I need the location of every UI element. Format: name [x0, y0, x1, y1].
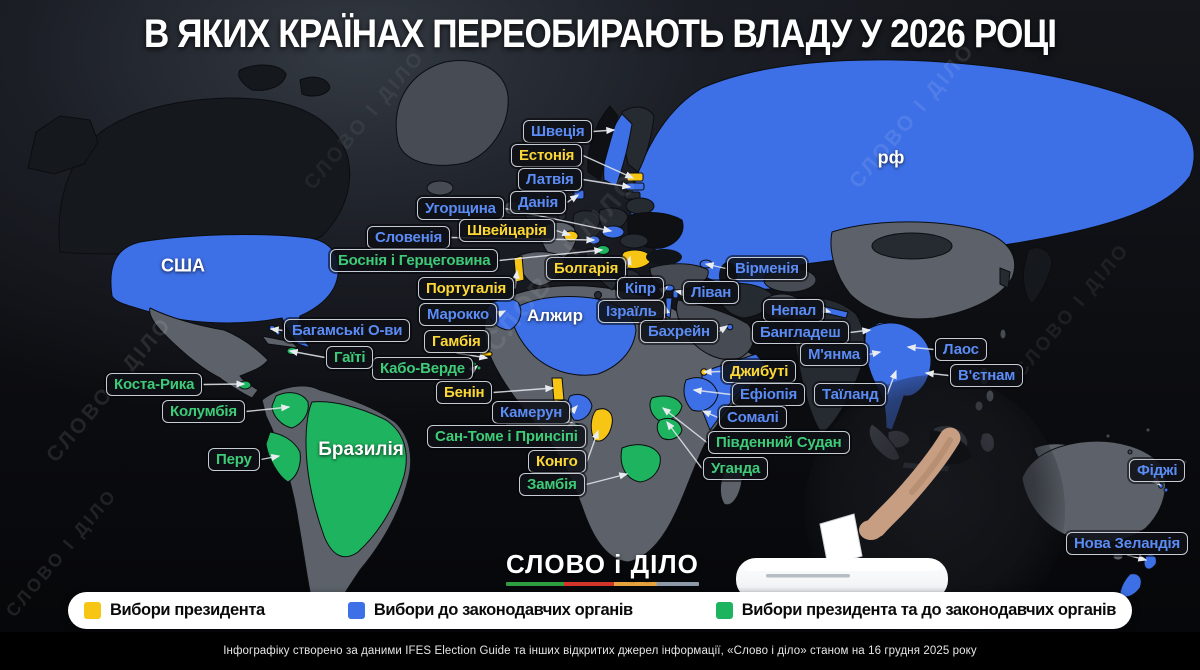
ballot-slot	[766, 574, 850, 578]
country-label-ethiopia: Ефіопія	[732, 383, 806, 406]
country-label-portugal: Португалія	[418, 277, 515, 300]
black-sea	[646, 249, 682, 265]
country-label-lebanon: Ліван	[683, 281, 740, 304]
legend-bar: Вибори президента Вибори до законодавчих…	[68, 592, 1132, 629]
footer-bar: Інфографіку створено за даними IFES Elec…	[0, 632, 1200, 670]
footer-text: Інфографіку створено за даними IFES Elec…	[223, 645, 977, 657]
arm-shade	[909, 437, 953, 495]
country-shape-japan	[1023, 247, 1053, 305]
country-label-cyprus: Кіпр	[617, 277, 664, 300]
country-label-costarica: Коста-Рика	[106, 373, 203, 396]
country-label-morocco: Марокко	[419, 303, 497, 326]
country-label-benin: Бенін	[436, 381, 493, 404]
country-shape-iceland	[426, 180, 454, 196]
country-shape-korea	[999, 267, 1011, 289]
country-shape-brazil	[305, 401, 407, 558]
page-title: В ЯКИХ КРАЇНАХ ПЕРЕОБИРАЮТЬ ВЛАДУ У 2026…	[143, 12, 1057, 56]
country-label-colombia: Колумбія	[162, 400, 245, 423]
country-label-zambia: Замбія	[519, 473, 585, 496]
country-label-bahamas: Багамські О-ви	[284, 319, 411, 342]
country-label-newzealand: Нова Зеландія	[1066, 532, 1189, 555]
country-shape-romania	[619, 233, 649, 249]
legend-swatch-green	[715, 602, 733, 619]
legend-label: Вибори президента та до законодавчих орг…	[741, 601, 1117, 619]
country-label-bosnia: Боснія і Герцеговина	[330, 249, 499, 272]
country-label-congo: Конго	[528, 450, 586, 473]
country-label-somalia: Сомалі	[719, 406, 787, 429]
country-shape-greenland	[395, 60, 509, 166]
legend-label: Вибори президента	[110, 601, 265, 619]
country-shape-usa	[110, 234, 339, 349]
country-label-switzerland: Швейцарія	[459, 219, 555, 242]
legend-item-legislative: Вибори до законодавчих органів	[347, 601, 633, 620]
country-label-slovenia: Словенія	[367, 226, 451, 249]
country-label-myanmar: М'янма	[800, 343, 868, 366]
country-label-capeverde: Кабо-Верде	[372, 357, 473, 380]
legend-item-president: Вибори президента	[84, 601, 265, 620]
country-label-armenia: Вірменія	[727, 257, 807, 280]
country-label-bulgaria: Болгарія	[546, 257, 627, 280]
country-label-laos: Лаос	[935, 338, 987, 361]
country-label-haiti: Гаїті	[326, 346, 374, 369]
ballot-box-highlight	[744, 561, 940, 571]
logo-underline	[506, 582, 699, 586]
legend-swatch-yellow	[84, 602, 101, 619]
country-label-bangladesh: Бангладеш	[752, 321, 849, 344]
hand	[859, 520, 883, 540]
legend-label: Вибори до законодавчих органів	[373, 601, 633, 619]
country-label-nepal: Непал	[763, 299, 825, 322]
country-shape-peru	[265, 431, 301, 483]
ballot-paper	[819, 513, 863, 567]
country-label-estonia: Естонія	[511, 144, 583, 167]
country-label-cameroon: Камерун	[492, 401, 571, 424]
country-label-uganda: Уганда	[703, 457, 769, 480]
country-label-southsudan: Південний Судан	[708, 431, 850, 454]
country-label-denmark: Данія	[510, 191, 567, 214]
country-label-vietnam: В'єтнам	[950, 364, 1024, 387]
map-inline-label-rf: рф	[877, 147, 905, 168]
country-label-gambia: Гамбія	[424, 330, 489, 353]
slovoidilo-logo: СЛОВО і ДІЛО	[506, 549, 699, 586]
country-label-saotome: Сан-Томе і Принсіпі	[427, 425, 586, 448]
map-inline-label-usa: США	[160, 255, 206, 276]
legend-swatch-blue	[347, 602, 365, 619]
country-label-latvia: Латвія	[518, 168, 582, 191]
country-label-djibouti: Джибуті	[722, 360, 797, 383]
country-shape-zambia	[620, 444, 661, 483]
country-shape-alaska	[27, 115, 99, 175]
country-label-peru: Перу	[208, 448, 260, 471]
country-label-fiji: Фіджі	[1129, 459, 1186, 482]
country-label-bahrain: Бахрейн	[640, 320, 718, 343]
country-shape-mongolia	[871, 232, 953, 260]
country-label-thailand: Таїланд	[814, 383, 887, 406]
map-inline-label-brazil: Бразилія	[318, 439, 404, 460]
legend-item-both: Вибори президента та до законодавчих орг…	[715, 601, 1117, 620]
country-label-sweden: Швеція	[523, 120, 593, 143]
country-shape-benin	[551, 377, 565, 403]
map-inline-label-algeria: Алжир	[527, 306, 583, 325]
country-label-hungary: Угорщина	[417, 197, 504, 220]
logo-text: СЛОВО і ДІЛО	[506, 549, 699, 579]
